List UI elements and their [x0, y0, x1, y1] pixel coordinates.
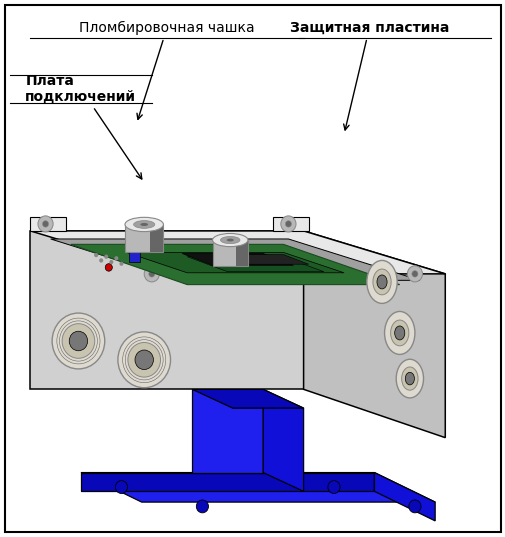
Polygon shape	[235, 240, 247, 266]
Circle shape	[119, 262, 123, 266]
Circle shape	[285, 221, 291, 227]
Ellipse shape	[395, 359, 423, 398]
Ellipse shape	[390, 320, 408, 346]
Polygon shape	[81, 473, 374, 491]
Circle shape	[280, 216, 295, 232]
Polygon shape	[192, 389, 303, 408]
Circle shape	[148, 271, 155, 277]
Text: Защитная пластина: Защитная пластина	[289, 21, 448, 130]
Ellipse shape	[226, 238, 233, 242]
Circle shape	[38, 216, 53, 232]
Circle shape	[327, 481, 339, 494]
Circle shape	[69, 331, 87, 351]
Circle shape	[411, 271, 417, 277]
Ellipse shape	[401, 367, 417, 390]
Circle shape	[62, 324, 94, 358]
Text: Плата
подключений: Плата подключений	[25, 74, 141, 179]
Polygon shape	[126, 252, 343, 273]
Circle shape	[104, 255, 108, 259]
Circle shape	[135, 350, 153, 369]
Polygon shape	[263, 389, 303, 491]
Circle shape	[196, 500, 208, 513]
Circle shape	[105, 264, 112, 271]
Polygon shape	[81, 473, 434, 502]
Polygon shape	[187, 257, 323, 272]
Circle shape	[52, 313, 105, 369]
Polygon shape	[50, 239, 419, 280]
Ellipse shape	[376, 275, 386, 289]
Circle shape	[115, 481, 127, 494]
Polygon shape	[212, 240, 247, 266]
Ellipse shape	[140, 223, 148, 226]
Circle shape	[94, 253, 98, 257]
Polygon shape	[149, 224, 163, 252]
Ellipse shape	[366, 260, 396, 303]
Circle shape	[118, 332, 170, 388]
Ellipse shape	[405, 372, 414, 385]
Bar	[129, 252, 140, 262]
Polygon shape	[71, 244, 399, 285]
Polygon shape	[125, 224, 163, 252]
Ellipse shape	[372, 269, 390, 295]
Circle shape	[109, 260, 113, 264]
Polygon shape	[30, 217, 66, 231]
Polygon shape	[30, 231, 303, 389]
Circle shape	[408, 500, 420, 513]
Circle shape	[407, 266, 422, 282]
Ellipse shape	[394, 326, 404, 340]
Polygon shape	[192, 389, 263, 473]
Polygon shape	[374, 473, 434, 521]
Ellipse shape	[133, 221, 155, 228]
Polygon shape	[303, 231, 444, 438]
Ellipse shape	[212, 234, 247, 246]
Polygon shape	[182, 253, 293, 265]
Circle shape	[114, 256, 118, 260]
Circle shape	[99, 258, 103, 263]
Ellipse shape	[384, 311, 414, 354]
Polygon shape	[222, 255, 308, 264]
Polygon shape	[30, 231, 444, 274]
Ellipse shape	[220, 236, 239, 244]
Circle shape	[128, 343, 160, 377]
Circle shape	[144, 266, 159, 282]
Ellipse shape	[125, 217, 163, 231]
Circle shape	[42, 221, 48, 227]
Polygon shape	[273, 217, 308, 231]
Text: Пломбировочная чашка: Пломбировочная чашка	[79, 21, 255, 119]
